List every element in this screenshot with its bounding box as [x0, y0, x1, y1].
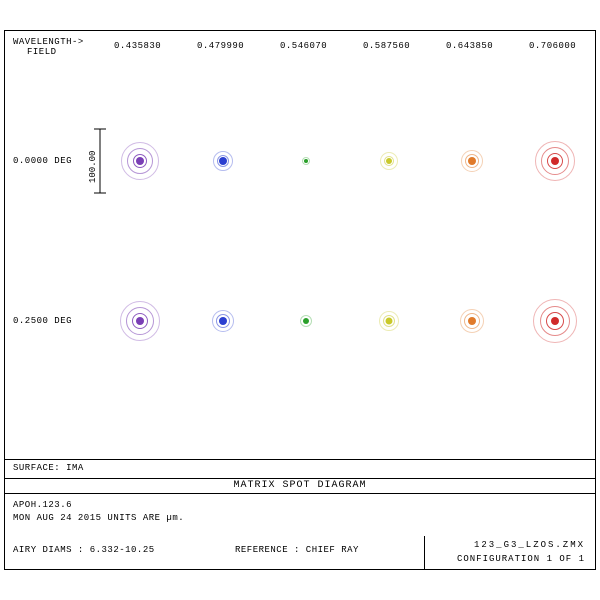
- diagram-title: MATRIX SPOT DIAGRAM: [5, 478, 595, 494]
- spot-core: [136, 317, 144, 325]
- spot: [222, 160, 224, 162]
- airy-diams: AIRY DIAMS : 6.332-10.25: [13, 545, 155, 555]
- info-panel: SURFACE: IMA MATRIX SPOT DIAGRAM APOH.12…: [5, 459, 595, 569]
- spot-core: [551, 317, 559, 325]
- wavelength-value: 0.435830: [114, 41, 161, 51]
- wavelength-value: 0.479990: [197, 41, 244, 51]
- spot-core: [219, 317, 227, 325]
- spot: [305, 320, 307, 322]
- wavelength-header: WAVELENGTH-> FIELD: [13, 37, 84, 57]
- wavelength-label: WAVELENGTH->: [13, 37, 84, 47]
- lens-id: APOH.123.6: [13, 500, 72, 510]
- field-value: 0.2500 DEG: [13, 316, 72, 326]
- diagram-frame: WAVELENGTH-> FIELD 0.435830 0.479990 0.546…: [4, 30, 596, 570]
- spot-core: [219, 157, 227, 165]
- wavelength-value: 0.587560: [363, 41, 410, 51]
- wavelength-value: 0.546070: [280, 41, 327, 51]
- spot-core: [136, 157, 144, 165]
- reference-label: REFERENCE : CHIEF RAY: [235, 545, 359, 555]
- spot: [471, 160, 473, 162]
- spot-core: [468, 157, 476, 165]
- spot: [554, 320, 556, 322]
- spot-core: [386, 318, 393, 325]
- surface-label: SURFACE: IMA: [13, 463, 84, 473]
- spot: [139, 320, 141, 322]
- spot: [388, 160, 390, 162]
- spot-core: [386, 158, 392, 164]
- spot-core: [468, 317, 476, 325]
- field-label: FIELD: [27, 47, 57, 57]
- field-value: 0.0000 DEG: [13, 156, 72, 166]
- config-label: CONFIGURATION 1 OF 1: [457, 554, 585, 564]
- date-units: MON AUG 24 2015 UNITS ARE µm.: [13, 513, 184, 523]
- wavelength-value: 0.643850: [446, 41, 493, 51]
- wavelength-value: 0.706000: [529, 41, 576, 51]
- spot-core: [303, 318, 309, 324]
- spot: [554, 160, 556, 162]
- spot: [139, 160, 141, 162]
- spot-core: [551, 157, 559, 165]
- spot: [305, 160, 307, 162]
- spot: [388, 320, 390, 322]
- spot: [222, 320, 224, 322]
- spot-core: [304, 159, 308, 163]
- spot: [471, 320, 473, 322]
- file-name: 123_G3_LZOS.ZMX: [474, 540, 585, 550]
- info-divider: [424, 536, 425, 569]
- scale-label: 100.00: [88, 151, 98, 183]
